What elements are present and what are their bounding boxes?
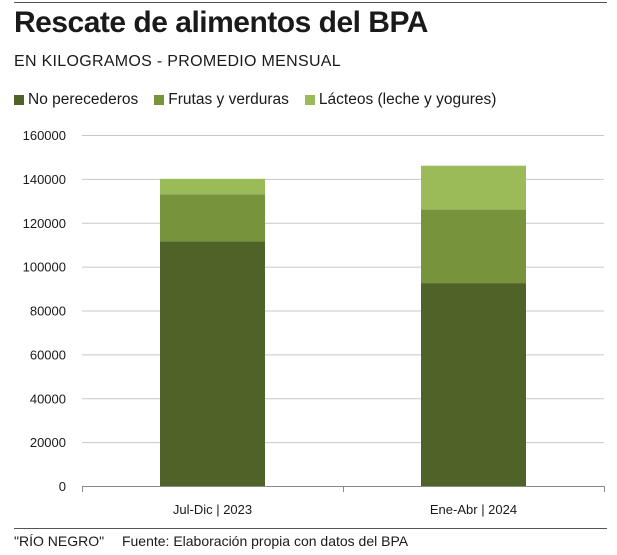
legend: No perecederos Frutas y verduras Lácteos… <box>14 90 512 110</box>
x-tick-label: Jul-Dic | 2023 <box>173 502 252 517</box>
legend-label: Lácteos (leche y yogures) <box>318 91 497 108</box>
x-tick-label: Ene-Abr | 2024 <box>430 502 517 517</box>
legend-swatch <box>154 95 165 105</box>
legend-item-lacteos: Lácteos (leche y yogures) <box>304 91 497 109</box>
chart-subtitle: EN KILOGRAMOS - PROMEDIO MENSUAL <box>14 53 341 70</box>
bar-segment <box>160 241 265 486</box>
footer-source: Fuente: Elaboración propia con datos del… <box>121 533 409 549</box>
y-tick-label: 120000 <box>23 216 66 231</box>
bar-segment <box>421 283 526 486</box>
y-tick-label: 20000 <box>30 435 66 450</box>
legend-swatch <box>304 95 315 105</box>
legend-label: No perecederos <box>28 91 139 108</box>
footer: "RÍO NEGRO" Fuente: Elaboración propia c… <box>14 533 422 549</box>
legend-swatch <box>14 95 24 105</box>
y-tick-label: 80000 <box>30 304 66 319</box>
y-tick-label: 140000 <box>23 172 66 187</box>
legend-item-no-perecederos: No perecederos <box>14 91 138 109</box>
y-tick-label: 100000 <box>23 260 66 275</box>
stacked-bar-chart: 0 20000 40000 60000 80000 100000 120000 140000 1… <box>23 128 605 517</box>
bar-segment <box>160 194 265 242</box>
footer-credit: "RÍO NEGRO" <box>14 533 105 549</box>
chart-title: Rescate de alimentos del BPA <box>14 6 428 39</box>
top-rule <box>14 2 607 3</box>
y-tick-label: 0 <box>59 479 66 494</box>
legend-item-frutas-verduras: Frutas y verduras <box>154 91 289 109</box>
y-tick-label: 60000 <box>30 347 66 362</box>
bar-segment <box>160 178 265 195</box>
y-tick-label: 160000 <box>23 128 66 143</box>
bar-segment <box>421 209 526 284</box>
bar-segment <box>421 165 526 210</box>
bottom-rule <box>14 528 607 529</box>
y-tick-label: 40000 <box>30 391 66 406</box>
legend-label: Frutas y verduras <box>168 91 289 108</box>
